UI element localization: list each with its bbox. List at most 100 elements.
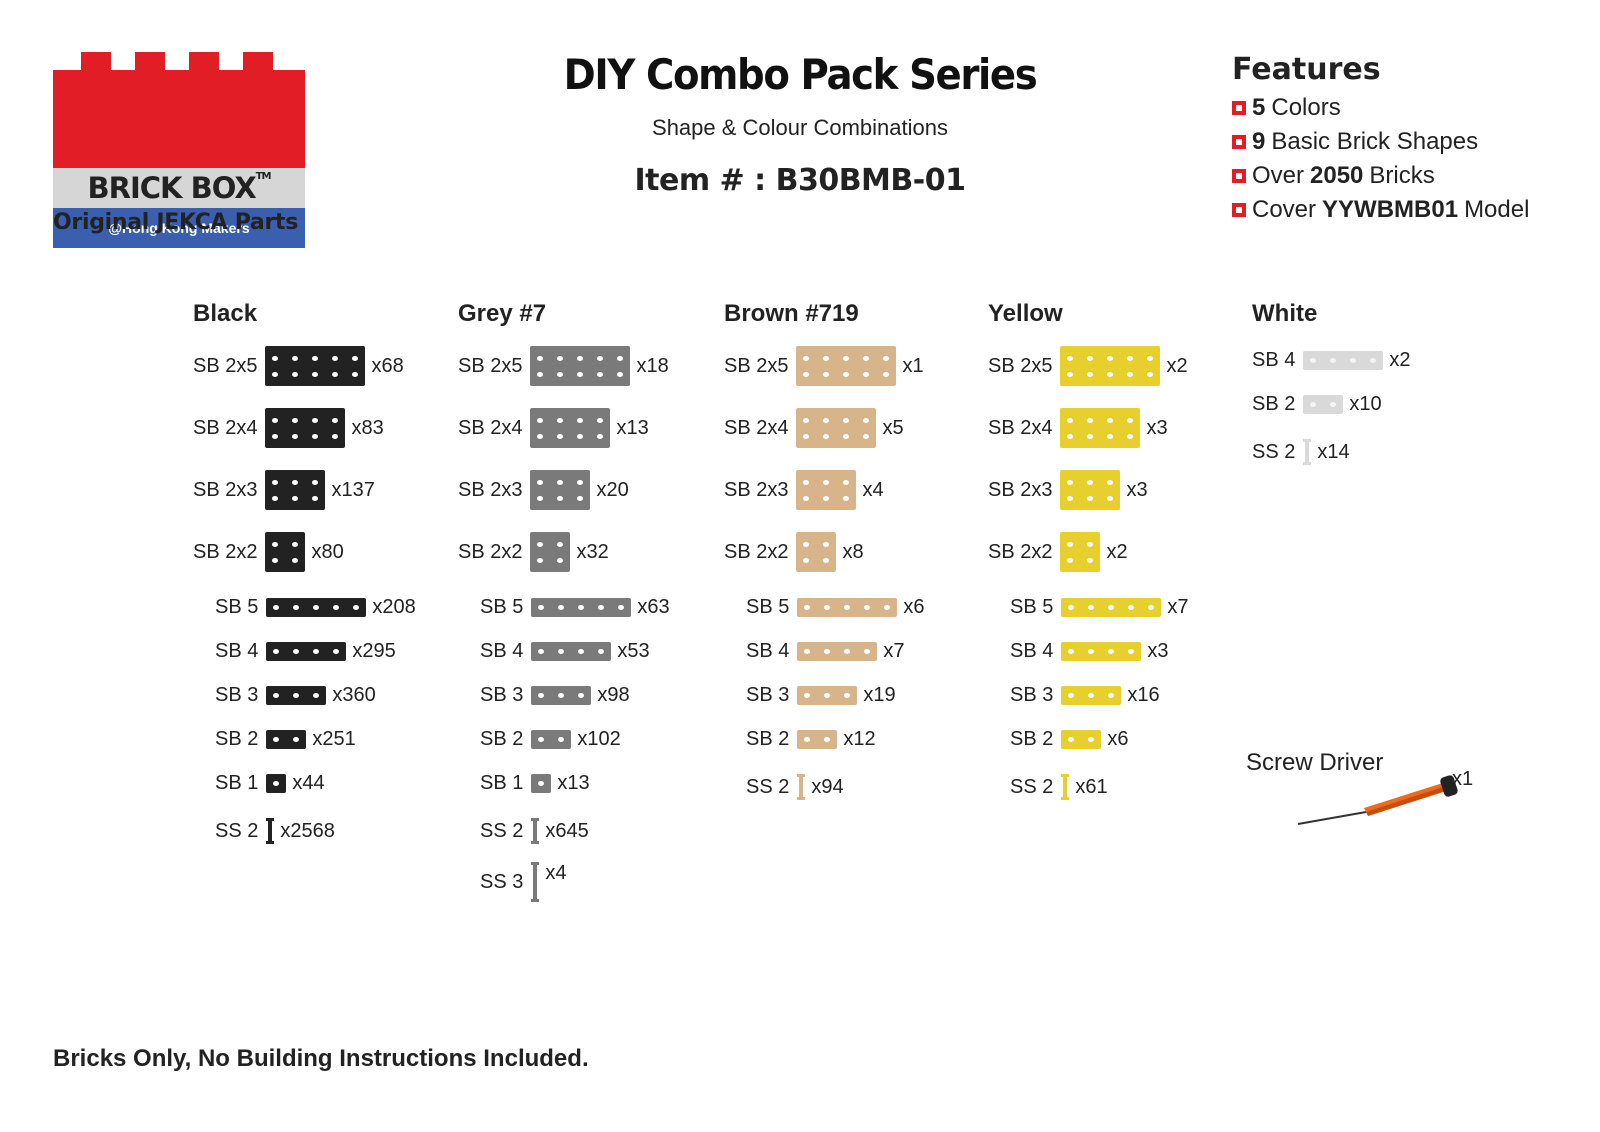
brick-stud [883,356,890,361]
screw-pin-shaft [268,820,273,842]
brick-stud [557,558,564,563]
brick-stud [558,737,565,742]
brick-stud [597,418,604,423]
brick-stud [272,372,279,377]
brick-label: SB 2 [1252,393,1296,415]
brick-label: SB 2x5 [724,354,789,377]
brick-label: SB 2x4 [458,416,523,439]
brick-label: SB 5 [215,596,259,618]
brick-qty: x6 [1107,728,1129,750]
screw-pin-shaft [1305,441,1310,463]
brick-qty: x137 [331,478,375,501]
brick-row: SB 4 x53 [480,640,650,662]
brick-qty: x7 [883,640,905,662]
brick-stud [1067,496,1074,501]
brick-label: SB 2x5 [988,354,1053,377]
brick-stud [557,480,564,485]
brick-stud [313,649,320,654]
column-heading: Yellow [988,300,1063,327]
brick-stud [823,434,830,439]
brick-stud [292,434,299,439]
brick-label: SB 4 [480,640,524,662]
brick-stud [803,356,810,361]
logo-stud [81,52,111,72]
brick-qty: x32 [576,540,609,563]
brick-stud [1108,693,1115,698]
brick-box-logo: BRICK BOXTM @Hong Kong Makers [53,52,305,248]
brick-stud [823,558,830,563]
brick-2x2-icon [265,532,306,572]
brick-label: SS 3 [480,870,524,893]
brick-row: SB 2x5 x68 [193,346,404,386]
brick-stud [863,356,870,361]
feature-prefix: Over [1252,162,1305,189]
brick-stud [273,605,280,610]
brick-stud [1350,358,1357,363]
brick-row: SB 2 x102 [480,728,621,750]
brick-row: SB 3 x98 [480,684,630,706]
brick-row: SB 2x4 x13 [458,408,649,448]
column-heading: Grey #7 [458,300,547,327]
brick-stud [803,558,810,563]
brick-stud [1128,605,1135,610]
brick-row: SS 2 x14 [1252,439,1350,465]
brick-2x4-icon [1060,408,1141,448]
brick-label: SB 2x3 [193,478,258,501]
brick-2x5-icon [265,346,366,386]
brick-stud [557,434,564,439]
bullet-icon [1232,169,1246,183]
brick-qty: x53 [617,640,650,662]
brick-stud [1108,649,1115,654]
brick-stud [844,649,851,654]
brick-stud [1310,358,1317,363]
brick-stud [292,558,299,563]
brick-stud [312,372,319,377]
brick-stud [293,649,300,654]
brick-stud [577,418,584,423]
brick-4-icon [531,642,612,661]
feature-item: Cover YYWBMB01 Model [1232,193,1529,227]
brick-qty: x19 [863,684,896,706]
brick-stud [597,434,604,439]
brick-label: SB 3 [1010,684,1054,706]
item-number: Item # : B30BMB-01 [634,163,966,198]
brick-2x4-icon [530,408,611,448]
brick-stud [884,605,891,610]
screw-pin-shaft [799,776,804,798]
brick-row: SB 2x2 x2 [988,532,1128,572]
brick-qty: x63 [637,596,670,618]
brick-stud [352,372,359,377]
brick-stud [558,693,565,698]
brick-stud [293,693,300,698]
brick-row: SB 4 x7 [746,640,905,662]
brick-stud [823,372,830,377]
brick-label: SB 3 [215,684,259,706]
brick-stud [538,781,545,786]
brick-2x4-icon [796,408,877,448]
brick-stud [273,781,280,786]
brick-stud [1128,649,1135,654]
brick-stud [1067,372,1074,377]
brick-row: SB 5 x7 [1010,596,1188,618]
brick-stud [272,434,279,439]
brick-qty: x80 [311,540,344,563]
brick-qty: x98 [597,684,630,706]
screw-pin-cap [531,841,540,844]
logo-brand-text: BRICK BOX [87,171,257,205]
brick-qty: x8 [842,540,864,563]
brick-label: SB 3 [480,684,524,706]
brick-label: SB 2 [215,728,259,750]
brick-label: SB 4 [1010,640,1054,662]
brick-row: SB 2 x251 [215,728,356,750]
footer-note: Bricks Only, No Building Instructions In… [53,1045,589,1072]
brick-stud [538,693,545,698]
screw-pin-cap [531,818,540,821]
brick-stud [332,372,339,377]
brick-stud [1127,372,1134,377]
brick-2x2-icon [1060,532,1101,572]
brick-qty: x94 [811,775,844,798]
page-subtitle: Shape & Colour Combinations [652,115,948,140]
brick-row: SB 2 x10 [1252,393,1382,415]
brick-2x3-icon [1060,470,1121,510]
brick-row: SB 2x3 x20 [458,470,629,510]
